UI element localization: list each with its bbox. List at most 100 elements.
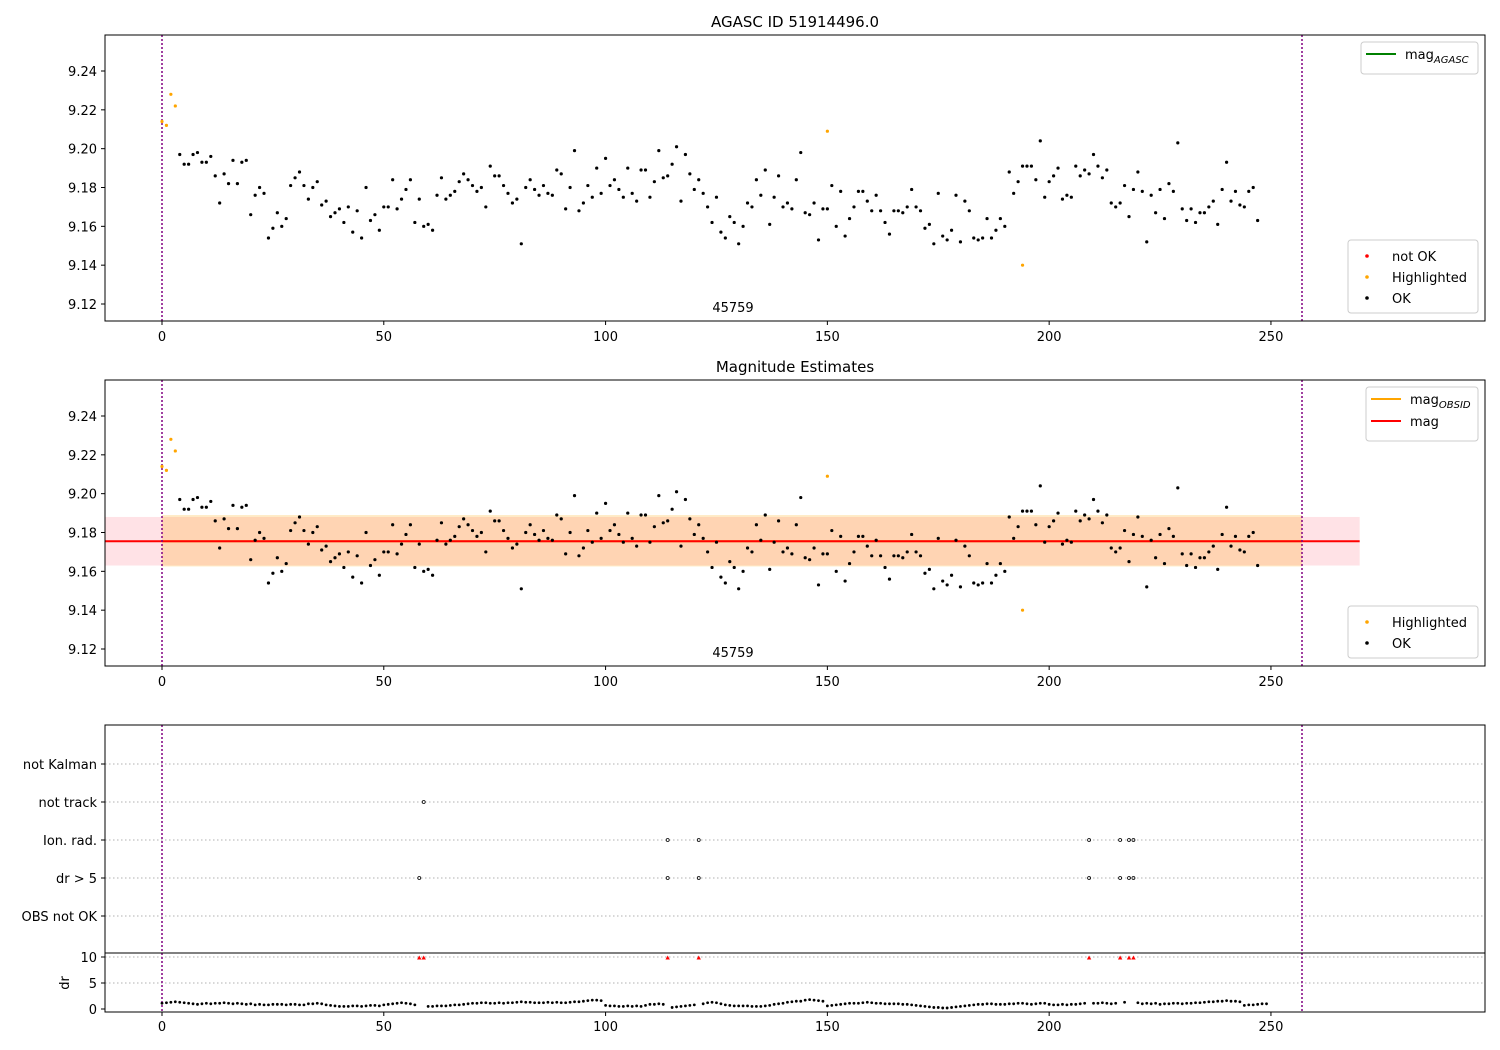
dr-point (306, 1002, 310, 1006)
ok-point (533, 187, 537, 192)
ok-point (1074, 509, 1078, 513)
ok-point (949, 573, 954, 577)
ok-point (559, 172, 563, 176)
dr-point (262, 1003, 266, 1007)
dr-point (1100, 1001, 1104, 1005)
dr-point (630, 1005, 634, 1008)
ok-point (785, 546, 790, 550)
dr-point (746, 1004, 749, 1008)
ok-point (497, 519, 501, 523)
ok-point (852, 205, 856, 209)
flag-category-label: OBS not OK (22, 910, 98, 925)
ok-point (1158, 532, 1162, 537)
ok-point (652, 180, 656, 184)
ok-point (683, 497, 688, 502)
dr-point (178, 1000, 182, 1004)
ok-point (577, 554, 581, 558)
dr-point (1065, 1003, 1069, 1007)
dr-point (550, 1001, 554, 1005)
dr-point (218, 1001, 222, 1005)
ok-point (697, 178, 701, 182)
ok-point (1198, 556, 1202, 560)
ok-point (257, 530, 262, 535)
ok-point (883, 220, 887, 225)
ok-point (1043, 540, 1047, 544)
ok-point (958, 585, 963, 589)
dr-point (932, 1006, 936, 1009)
dr-point (981, 1002, 985, 1006)
ok-point (839, 534, 843, 538)
flag-point (421, 800, 426, 804)
ok-point (1154, 211, 1158, 215)
dr-point (453, 1003, 457, 1007)
y-tick-label: 9.22 (68, 104, 97, 119)
ok-point (426, 567, 430, 571)
ok-point (1056, 511, 1060, 515)
ok-point (231, 158, 235, 162)
ok-point (870, 209, 874, 213)
ok-point (781, 550, 785, 554)
dr-point (457, 1003, 461, 1007)
ok-point (386, 550, 390, 554)
ok-point (612, 523, 617, 527)
ok-point (674, 145, 679, 149)
dr-tick-label: 10 (80, 951, 97, 966)
dr-point (1207, 1000, 1211, 1004)
dr-point (781, 1001, 785, 1005)
x-tick-label: 50 (376, 330, 393, 345)
x-tick-label: 250 (1259, 1020, 1284, 1035)
y-tick-label: 9.20 (68, 488, 97, 503)
dr-point (1220, 999, 1224, 1003)
dr-point (599, 999, 603, 1003)
ok-point (448, 538, 452, 542)
ok-point (235, 527, 240, 531)
ok-point (803, 556, 807, 560)
flag-point (417, 876, 422, 880)
highlighted-point (173, 449, 177, 453)
ok-point (910, 187, 914, 192)
ok-point (262, 191, 266, 195)
dr-point (870, 1001, 874, 1005)
ok-point (320, 203, 324, 207)
dr-point (209, 1002, 213, 1006)
ok-point (1233, 189, 1238, 193)
ok-point (1193, 220, 1198, 225)
ok-point (790, 552, 794, 556)
ok-point (1242, 205, 1246, 209)
ok-point (550, 538, 554, 542)
ok-point (914, 205, 918, 209)
ok-point (488, 509, 492, 513)
ok-point (603, 156, 608, 160)
ok-point (1118, 546, 1122, 550)
legend-box (1347, 239, 1479, 314)
ok-point (643, 513, 648, 517)
ok-point (972, 581, 976, 585)
ok-point (195, 150, 200, 155)
ok-point (257, 185, 262, 190)
dr-point (244, 1002, 248, 1006)
ok-point (998, 561, 1002, 566)
ok-point (772, 540, 776, 544)
ok-point (404, 532, 408, 537)
ok-point (710, 220, 714, 225)
ok-point (949, 228, 954, 232)
dr-point (173, 1000, 177, 1004)
legend-marker-swatch (1365, 296, 1369, 300)
ok-point (1118, 201, 1122, 205)
ok-point (812, 546, 816, 550)
dr-point (373, 1003, 377, 1007)
ok-point (790, 207, 794, 211)
ok-point (293, 176, 297, 180)
ok-point (333, 556, 337, 560)
flag-category-label: Ion. rad. (43, 834, 97, 849)
dr-point (874, 1001, 878, 1005)
ok-point (985, 561, 989, 566)
ok-point (954, 538, 958, 542)
panel-title: Magnitude Estimates (716, 358, 874, 376)
dr-point (191, 1002, 195, 1006)
ok-point (626, 166, 630, 170)
ok-point (1069, 195, 1073, 199)
ok-point (1034, 178, 1038, 182)
ok-point (222, 517, 226, 521)
dr-point (280, 1002, 284, 1006)
